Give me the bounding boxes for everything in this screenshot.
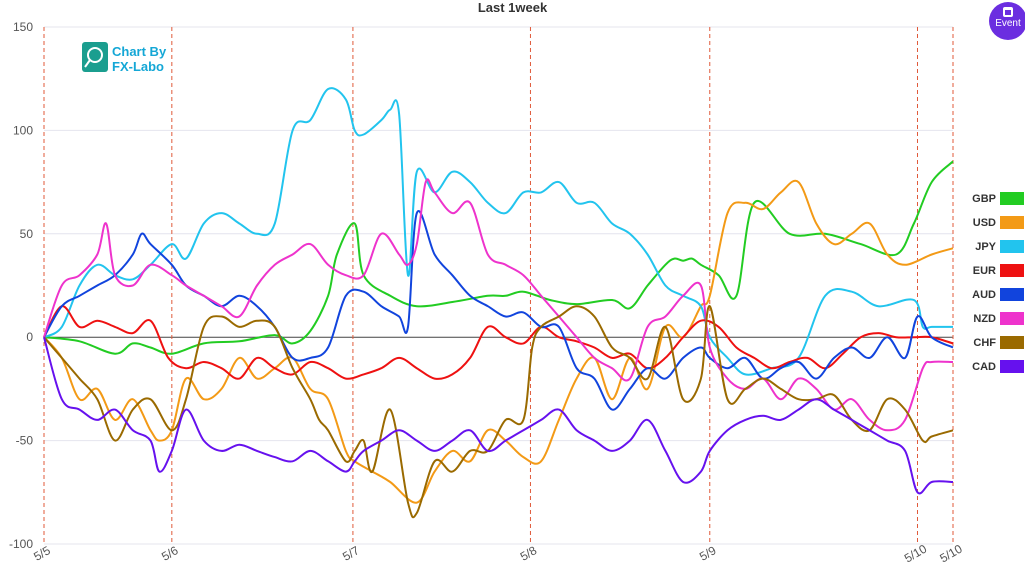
y-tick-label: 100: [13, 123, 33, 137]
series-line-jpy: [43, 87, 953, 376]
legend-label-usd[interactable]: USD: [973, 217, 996, 229]
legend-label-gbp[interactable]: GBP: [972, 193, 996, 205]
series-line-gbp: [43, 160, 954, 355]
x-tick-label: 5/8: [518, 543, 540, 564]
legend-label-jpy[interactable]: JPY: [975, 241, 996, 253]
legend-label-eur[interactable]: EUR: [973, 265, 996, 277]
y-tick-label: -100: [9, 537, 33, 551]
legend-swatch-nzd[interactable]: [1000, 312, 1024, 325]
x-axis-ticks: 5/5 5/6 5/7 5/8 5/9 5/10 5/10: [31, 541, 965, 565]
legend-swatch-cad[interactable]: [1000, 360, 1024, 373]
x-tick-label: 5/7: [340, 543, 362, 564]
series-line-cad: [43, 336, 954, 495]
event-button[interactable]: Event: [989, 2, 1025, 40]
legend-label-aud[interactable]: AUD: [972, 289, 996, 301]
legend-label-nzd[interactable]: NZD: [973, 313, 996, 325]
x-tick-label: 5/6: [159, 543, 181, 564]
series-line-nzd: [43, 178, 954, 432]
logo-icon: [82, 42, 108, 72]
legend-swatch-jpy[interactable]: [1000, 240, 1024, 253]
legend-swatch-aud[interactable]: [1000, 288, 1024, 301]
logo-line1: Chart By: [112, 44, 167, 59]
legend-label-cad[interactable]: CAD: [972, 361, 996, 373]
grid-lines: [44, 26, 953, 545]
series-line-eur: [43, 305, 954, 380]
event-button-label: Event: [995, 18, 1021, 29]
logo: Chart By FX-Labo: [82, 42, 167, 74]
legend: GBP USD JPY EUR AUD NZD CHF CAD: [972, 192, 1024, 373]
magnifier-icon: [87, 47, 103, 63]
y-tick-label: 50: [20, 227, 34, 241]
legend-label-chf[interactable]: CHF: [973, 337, 996, 349]
legend-swatch-eur[interactable]: [1000, 264, 1024, 277]
series-line-chf: [43, 305, 954, 519]
x-tick-label: 5/10: [937, 541, 965, 565]
logo-line2: FX-Labo: [112, 59, 164, 74]
x-tick-label: 5/5: [31, 543, 53, 564]
calendar-icon: [1003, 7, 1013, 17]
series-lines: [43, 87, 954, 519]
x-tick-label: 5/9: [697, 543, 719, 564]
y-tick-label: 150: [13, 20, 33, 34]
legend-swatch-gbp[interactable]: [1000, 192, 1024, 205]
series-line-aud: [43, 210, 954, 411]
series-line-usd: [43, 179, 954, 504]
day-separator-lines: [43, 27, 954, 544]
y-tick-label: -50: [16, 434, 34, 448]
y-axis-ticks: -100 -50 0 50 100 150: [9, 20, 33, 551]
chart-title: Last 1week: [477, 0, 548, 15]
y-tick-label: 0: [26, 330, 33, 344]
legend-swatch-usd[interactable]: [1000, 216, 1024, 229]
legend-swatch-chf[interactable]: [1000, 336, 1024, 349]
x-tick-label: 5/10: [902, 541, 930, 565]
